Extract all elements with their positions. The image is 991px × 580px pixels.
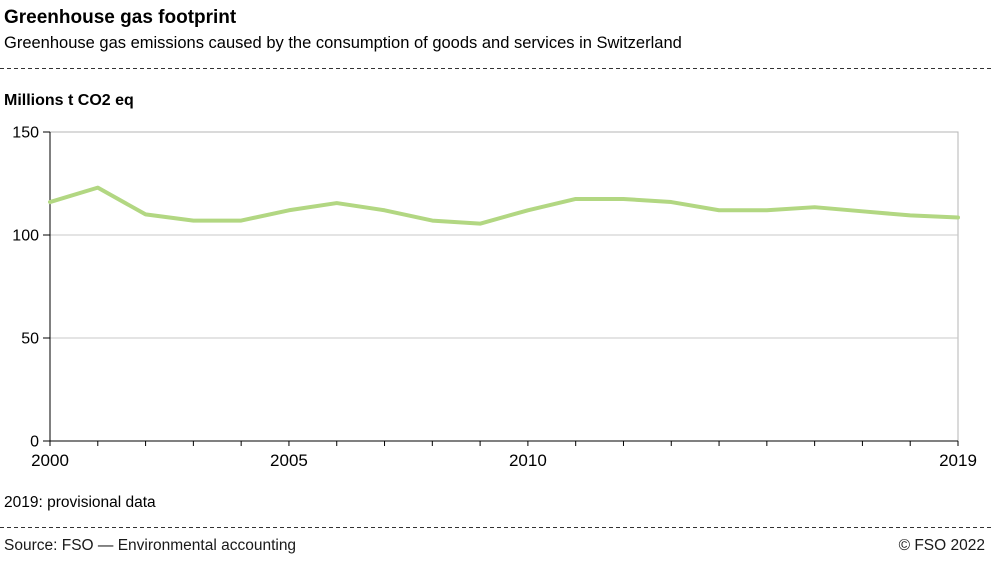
chart-footnote: 2019: provisional data xyxy=(4,494,156,511)
svg-text:2000: 2000 xyxy=(31,451,69,470)
chart-header: Greenhouse gas footprint Greenhouse gas … xyxy=(0,0,991,55)
svg-text:0: 0 xyxy=(30,434,39,451)
chart-area: 0 50 100 150 2000 2005 2010 2019 xyxy=(0,119,991,480)
y-axis-unit-label: Millions t CO2 eq xyxy=(4,92,134,109)
page-subtitle: Greenhouse gas emissions caused by the c… xyxy=(4,34,682,52)
emissions-line-chart: 0 50 100 150 2000 2005 2010 2019 xyxy=(12,125,977,471)
svg-text:100: 100 xyxy=(12,228,39,245)
source-text: Source: FSO — Environmental accounting xyxy=(4,537,297,554)
top-dashed-divider xyxy=(0,68,991,69)
bottom-dashed-divider xyxy=(0,527,991,528)
page-footer: Source: FSO — Environmental accounting ©… xyxy=(0,528,991,555)
copyright-text: © FSO 2022 xyxy=(898,537,985,554)
page-title: Greenhouse gas footprint xyxy=(4,7,237,28)
svg-text:2005: 2005 xyxy=(270,451,308,470)
svg-text:2010: 2010 xyxy=(509,451,547,470)
svg-text:150: 150 xyxy=(12,125,39,142)
svg-text:50: 50 xyxy=(21,331,39,348)
svg-text:2019: 2019 xyxy=(939,451,977,470)
